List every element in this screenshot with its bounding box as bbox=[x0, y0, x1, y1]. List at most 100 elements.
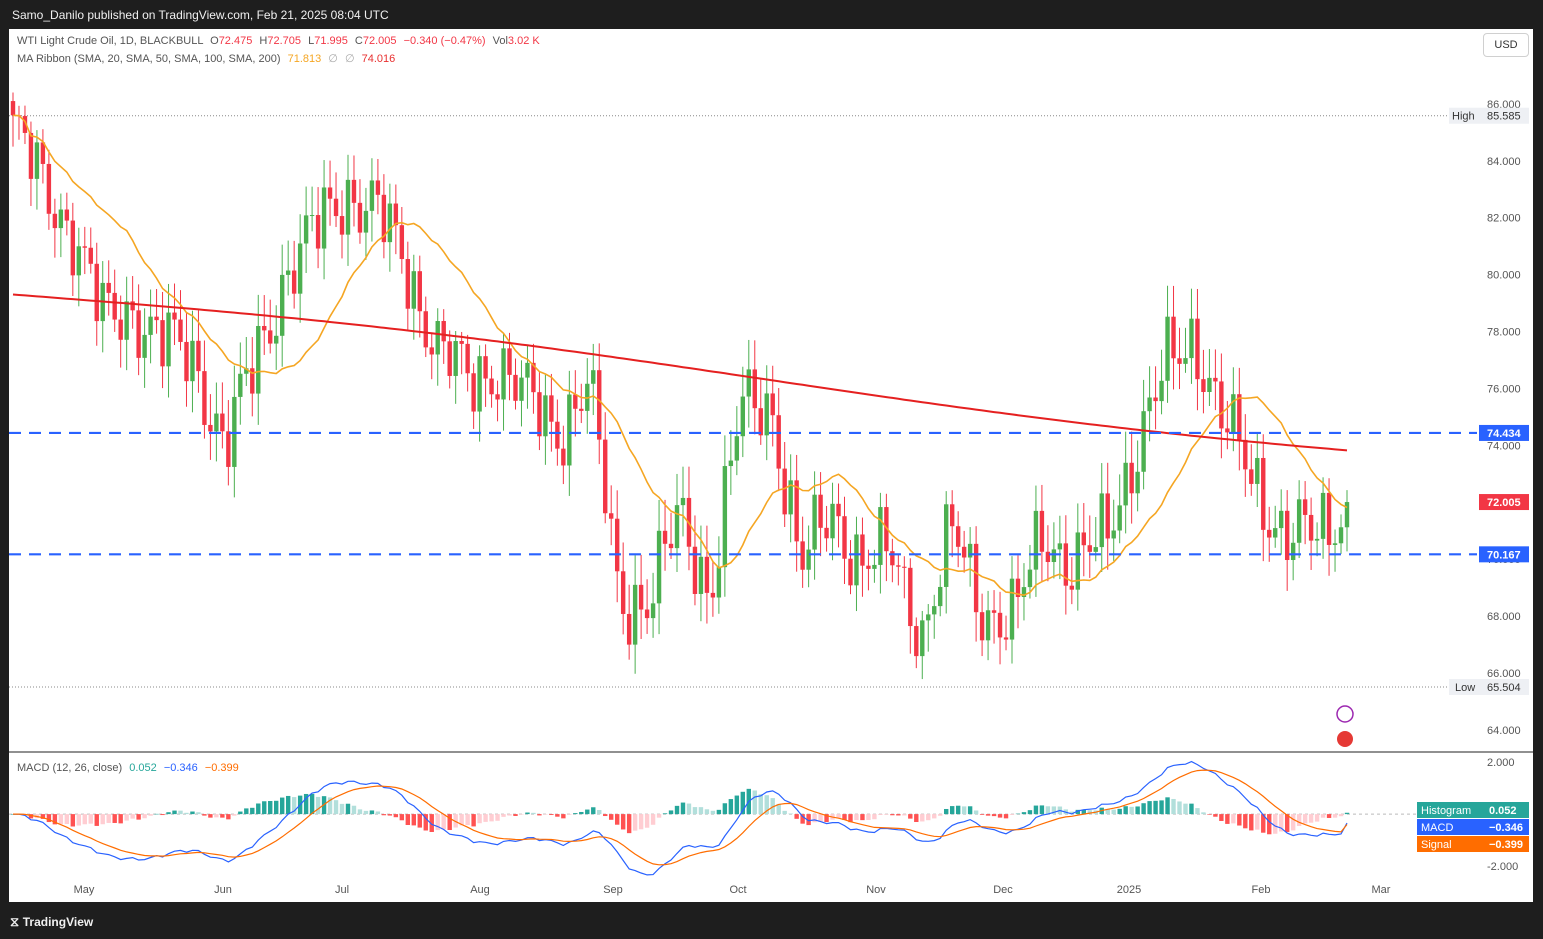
macd-histogram-bar bbox=[1033, 805, 1039, 815]
candle-body bbox=[399, 225, 405, 260]
candle-body bbox=[118, 319, 123, 340]
macd-tick: -2.000 bbox=[1487, 861, 1518, 873]
macd-histogram-bar bbox=[1255, 814, 1260, 830]
candle-body bbox=[214, 413, 219, 432]
candle-body bbox=[321, 187, 327, 249]
candle-body bbox=[435, 321, 440, 355]
macd-histogram-bar bbox=[1314, 814, 1320, 822]
macd-histogram-bar bbox=[1081, 809, 1086, 815]
macd-histogram-bar bbox=[902, 814, 907, 816]
candle-body bbox=[591, 370, 596, 384]
signal-line bbox=[13, 769, 1348, 866]
currency-button[interactable]: USD bbox=[1483, 33, 1529, 57]
horizontal-levels bbox=[9, 431, 1477, 556]
ma-sep1: ∅ bbox=[328, 53, 338, 65]
candle-body bbox=[1027, 569, 1033, 588]
macd-histogram-bar bbox=[638, 814, 644, 830]
macd-histogram-bar bbox=[387, 814, 393, 816]
candle-body bbox=[537, 392, 542, 437]
macd-histogram-bar bbox=[824, 814, 829, 823]
macd-histogram-bar bbox=[483, 814, 488, 822]
chart-frame[interactable]: 86.000 84.000 82.000 80.000 78.000 76.000 74.0… bbox=[9, 29, 1533, 902]
candle-body bbox=[303, 215, 309, 244]
macd-histogram-bar bbox=[136, 814, 141, 820]
candle-body bbox=[650, 603, 656, 619]
candle-body bbox=[561, 448, 566, 466]
macd-histogram-bar bbox=[614, 814, 620, 825]
candle-body bbox=[226, 431, 231, 467]
candle-body bbox=[800, 541, 805, 570]
candle-body bbox=[178, 319, 183, 342]
candle-body bbox=[638, 584, 644, 610]
macd-histogram-bar bbox=[1284, 814, 1290, 833]
macd-histogram-bar bbox=[1159, 800, 1164, 815]
ma20-line bbox=[12, 114, 1348, 597]
candle-body bbox=[728, 460, 734, 467]
macd-histogram-bar bbox=[345, 803, 351, 815]
candle-body bbox=[782, 468, 787, 515]
candle-body bbox=[806, 549, 811, 570]
macd-macd-value: −0.346 bbox=[163, 762, 198, 774]
candle-body bbox=[878, 507, 883, 565]
candle-body bbox=[884, 507, 889, 552]
macd-histogram-bar bbox=[525, 812, 530, 815]
candle-body bbox=[1093, 547, 1098, 552]
macd-histogram-bar bbox=[1087, 810, 1092, 815]
macd-histogram-bar bbox=[878, 814, 883, 815]
candle-body bbox=[369, 180, 375, 211]
candle-body bbox=[1278, 510, 1284, 529]
price-tick: 84.000 bbox=[1487, 156, 1521, 168]
open-value: 72.475 bbox=[218, 35, 253, 47]
candle-body bbox=[890, 551, 895, 566]
candle-body bbox=[603, 439, 608, 514]
macd-histogram-bar bbox=[399, 814, 405, 821]
macd-pane bbox=[9, 760, 1477, 876]
candle-body bbox=[662, 530, 668, 544]
low-tag-bg bbox=[1449, 678, 1529, 695]
price-chart[interactable]: 86.00084.00082.00080.00078.00076.00074.0… bbox=[9, 29, 1533, 902]
time-tick: Dec bbox=[993, 884, 1013, 896]
macd-histogram-bar bbox=[680, 802, 686, 815]
candle-body bbox=[64, 209, 70, 221]
ma20-value: 71.813 bbox=[287, 53, 322, 65]
close-value: 72.005 bbox=[362, 35, 397, 47]
candle-body bbox=[776, 415, 781, 469]
candle-body bbox=[471, 373, 476, 412]
candle-body bbox=[1219, 381, 1224, 429]
macd-histogram-bar bbox=[172, 810, 177, 815]
macd-histogram-bar bbox=[220, 814, 225, 818]
macd-histogram-bar bbox=[477, 814, 482, 824]
macd-tag-value: −0.346 bbox=[1489, 822, 1523, 834]
macd-histogram-bar bbox=[357, 809, 363, 815]
candle-body bbox=[423, 311, 428, 348]
candle-body bbox=[949, 504, 955, 527]
price-tick: 82.000 bbox=[1487, 213, 1521, 225]
macd-histogram-bar bbox=[555, 814, 560, 817]
candle-body bbox=[1302, 499, 1308, 515]
symbol-legend: WTI Light Crude Oil, 1D, BLACKBULL O72.4… bbox=[17, 35, 540, 47]
candle-body bbox=[1063, 543, 1069, 586]
macd-histogram-bar bbox=[405, 814, 411, 826]
macd-histogram-bar bbox=[393, 814, 399, 818]
candle-body bbox=[1003, 637, 1009, 640]
candle-body bbox=[238, 373, 243, 397]
tradingview-logo[interactable]: ⧖ TradingView bbox=[10, 914, 93, 930]
time-tick: Aug bbox=[470, 884, 490, 896]
candle-body bbox=[1267, 529, 1272, 538]
high-tag-value: 85.585 bbox=[1487, 111, 1521, 123]
macd-histogram-bar bbox=[1153, 800, 1158, 815]
macd-histogram-bar bbox=[1105, 808, 1110, 815]
candle-body bbox=[1237, 394, 1242, 440]
macd-histogram-bar bbox=[1141, 803, 1146, 815]
macd-histogram-bar bbox=[1231, 814, 1236, 824]
candle-body bbox=[1051, 549, 1057, 563]
candle-body bbox=[848, 558, 853, 586]
candle-body bbox=[453, 341, 458, 376]
macd-histogram-bar bbox=[1117, 808, 1122, 815]
candle-body bbox=[896, 565, 901, 567]
macd-histogram-bar bbox=[597, 810, 602, 815]
macd-histogram-bar bbox=[1332, 814, 1338, 818]
candle-body bbox=[967, 543, 973, 558]
macd-line bbox=[12, 760, 1348, 876]
candle-body bbox=[40, 142, 46, 164]
